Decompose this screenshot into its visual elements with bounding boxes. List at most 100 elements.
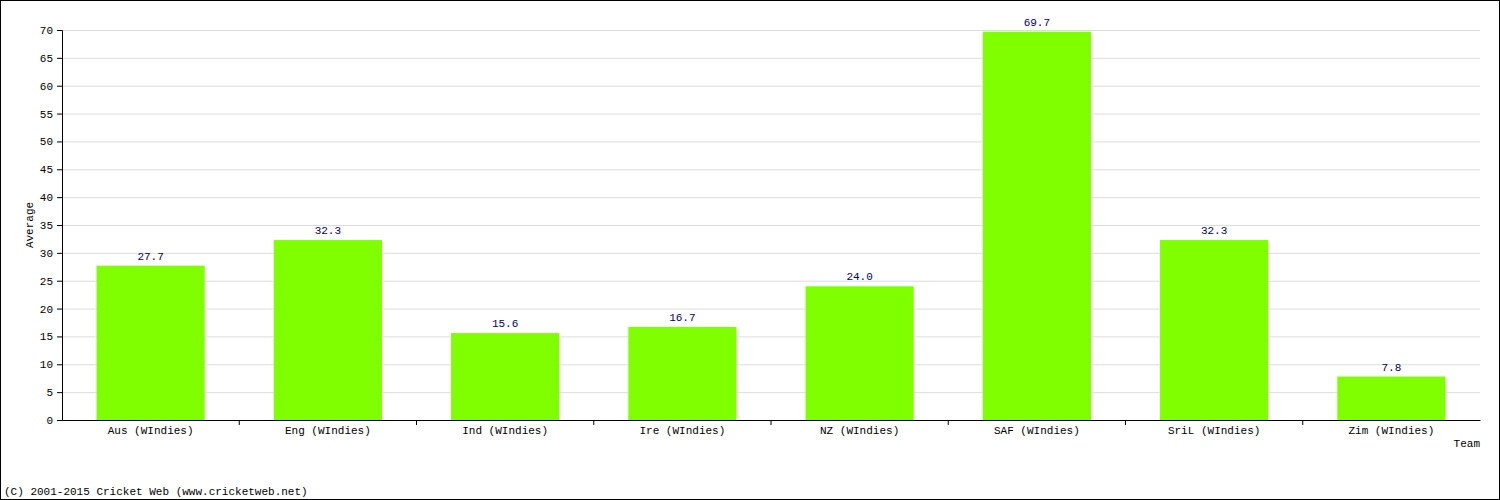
category-divider (948, 420, 949, 425)
y-tick-mark (57, 309, 62, 310)
x-tick-label: Zim (WIndies) (1348, 425, 1434, 437)
y-tick-label: 30 (40, 248, 53, 260)
x-tick: NZ (WIndies) (820, 420, 899, 437)
data-label: 27.7 (137, 251, 163, 263)
y-tick-label: 10 (40, 359, 53, 371)
category-divider (1302, 420, 1303, 425)
y-tick-label: 25 (40, 276, 53, 288)
category-divider (771, 420, 772, 425)
x-tick-label: SAF (WIndies) (994, 425, 1080, 437)
y-tick-label: 40 (40, 192, 53, 204)
y-tick-label: 50 (40, 136, 53, 148)
y-axis-title: Average (24, 202, 36, 248)
grid-line (62, 225, 1480, 226)
bar (1160, 240, 1268, 420)
y-axis: 0 5 10 15 20 25 30 35 40 45 50 55 60 65 70 (40, 25, 63, 427)
bars (97, 32, 1446, 420)
y-tick: 5 (46, 387, 62, 399)
bar (806, 286, 914, 420)
y-tick-label: 20 (40, 304, 53, 316)
grid-line (62, 58, 1480, 59)
y-tick-label: 45 (40, 164, 53, 176)
x-tick: Zim (WIndies) (1348, 420, 1434, 437)
x-tick: SAF (WIndies) (994, 420, 1080, 437)
y-tick: 55 (40, 109, 62, 121)
x-axis: Aus (WIndies) Eng (WIndies) Ind (WIndies) I… (63, 420, 1481, 437)
bar (97, 266, 205, 420)
y-tick-label: 5 (46, 387, 53, 399)
annotations: (C) 2001-2015 Cricket Web (www.cricketwe… (4, 486, 308, 498)
y-tick: 10 (40, 359, 62, 371)
annotation: (C) 2001-2015 Cricket Web (www.cricketwe… (4, 486, 308, 498)
chart: 27.7 32.3 15.6 16.7 24.0 69.7 32.3 7.8 0 5 10 15 20 2… (0, 0, 1500, 500)
y-tick-mark (57, 281, 62, 282)
y-tick: 70 (40, 25, 62, 37)
data-label: 15.6 (492, 318, 518, 330)
grid-line (62, 114, 1480, 115)
y-tick: 45 (40, 164, 62, 176)
y-tick: 35 (40, 220, 62, 232)
x-tick: Ind (WIndies) (462, 420, 548, 437)
y-tick-mark (57, 86, 62, 87)
x-tick: Aus (WIndies) (108, 420, 194, 437)
y-tick-mark (57, 225, 62, 226)
grid (62, 31, 1480, 421)
y-tick-mark (57, 336, 62, 337)
y-axis-line (57, 31, 63, 421)
y-tick: 60 (40, 81, 62, 93)
x-tick-label: Eng (WIndies) (285, 425, 371, 437)
y-tick-label: 65 (40, 53, 53, 65)
category-divider (1125, 420, 1126, 425)
grid-line (62, 169, 1480, 170)
grid-line (62, 141, 1480, 142)
x-tick-label: Ire (WIndies) (639, 425, 725, 437)
y-tick: 40 (40, 192, 62, 204)
x-tick-label: SriL (WIndies) (1168, 425, 1260, 437)
data-label: 16.7 (669, 312, 695, 324)
y-tick-label: 0 (46, 415, 53, 427)
y-tick-mark (57, 58, 62, 59)
y-tick-label: 15 (40, 331, 53, 343)
bar (451, 333, 559, 420)
y-tick: 30 (40, 248, 62, 260)
bar (628, 327, 736, 420)
y-tick-mark (57, 392, 62, 393)
bar (983, 32, 1091, 420)
grid-line (62, 86, 1480, 87)
x-tick-label: Aus (WIndies) (108, 425, 194, 437)
data-labels: 27.7 32.3 15.6 16.7 24.0 69.7 32.3 7.8 (137, 17, 1401, 374)
grid-line (62, 30, 1480, 31)
y-tick-label: 60 (40, 81, 53, 93)
y-tick-mark (57, 141, 62, 142)
data-label: 7.8 (1381, 362, 1401, 374)
category-divider (593, 420, 594, 425)
data-label: 32.3 (315, 225, 341, 237)
bar (1337, 377, 1445, 420)
y-tick-mark (57, 253, 62, 254)
y-tick: 0 (46, 415, 62, 427)
y-tick-mark (57, 30, 62, 31)
category-divider (416, 420, 417, 425)
y-tick-mark (57, 197, 62, 198)
y-tick: 15 (40, 331, 62, 343)
x-tick: Eng (WIndies) (285, 420, 371, 437)
category-divider (239, 420, 240, 425)
y-tick-mark (57, 169, 62, 170)
background (1, 1, 1500, 500)
x-tick: SriL (WIndies) (1168, 420, 1260, 437)
y-tick-label: 35 (40, 220, 53, 232)
y-tick-label: 70 (40, 25, 53, 37)
data-label: 24.0 (846, 271, 872, 283)
y-tick-mark (57, 420, 62, 421)
x-tick-label: NZ (WIndies) (820, 425, 899, 437)
x-tick: Ire (WIndies) (639, 420, 725, 437)
y-tick: 20 (40, 304, 62, 316)
y-tick-label: 55 (40, 109, 53, 121)
x-tick-label: Ind (WIndies) (462, 425, 548, 437)
y-tick: 50 (40, 136, 62, 148)
x-axis-title: Team (1454, 438, 1481, 450)
data-label: 69.7 (1024, 17, 1050, 29)
data-label: 32.3 (1201, 225, 1227, 237)
y-tick: 65 (40, 53, 62, 65)
y-tick: 25 (40, 276, 62, 288)
